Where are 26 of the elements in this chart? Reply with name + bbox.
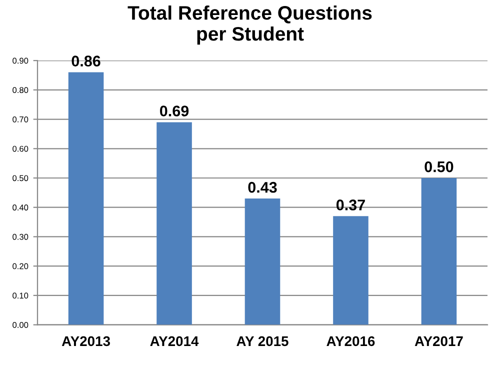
y-tick-label: 0.30 bbox=[12, 234, 28, 240]
y-tick-label: 0.00 bbox=[12, 322, 28, 328]
bar bbox=[333, 216, 368, 325]
y-tick-label: 0.90 bbox=[12, 58, 28, 64]
data-label: 0.43 bbox=[248, 182, 277, 193]
y-tick-label: 0.70 bbox=[12, 116, 28, 122]
x-tick-label: AY 2015 bbox=[236, 336, 288, 346]
x-tick-label: AY2016 bbox=[326, 336, 375, 346]
bar bbox=[421, 178, 457, 325]
x-tick-label: AY2013 bbox=[62, 336, 110, 346]
x-tick-label: AY2014 bbox=[150, 336, 199, 346]
data-label: 0.86 bbox=[72, 56, 100, 66]
y-tick-label: 0.80 bbox=[12, 87, 28, 94]
bar bbox=[156, 122, 192, 325]
bar bbox=[68, 72, 104, 325]
y-tick-label: 0.50 bbox=[12, 175, 28, 182]
y-tick-label: 0.10 bbox=[12, 292, 28, 299]
chart-title: Total Reference Questions per Student bbox=[128, 6, 372, 45]
data-label: 0.37 bbox=[336, 200, 365, 210]
x-tick-label: AY2017 bbox=[414, 336, 463, 346]
data-label: 0.50 bbox=[424, 161, 454, 172]
bar bbox=[244, 198, 280, 325]
y-tick-label: 0.40 bbox=[12, 204, 28, 210]
y-tick-label: 0.60 bbox=[12, 146, 28, 152]
y-tick-label: 0.20 bbox=[12, 263, 28, 270]
data-label: 0.69 bbox=[160, 106, 189, 116]
